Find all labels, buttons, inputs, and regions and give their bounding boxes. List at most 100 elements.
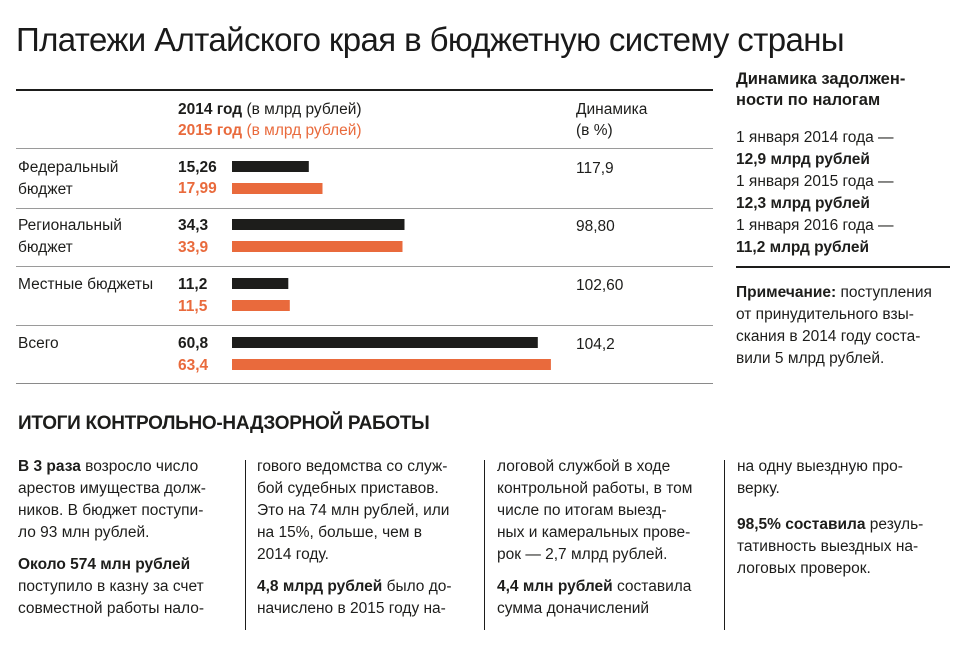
para-line: возросло число — [80, 458, 199, 475]
note-line: от принудительного взы- — [736, 306, 914, 323]
para-line: бой судебных приставов. — [257, 480, 439, 497]
debt-list: 1 января 2014 года — 12,9 млрд рублей 1 … — [736, 127, 951, 259]
sidebar-title-line: Динамика задолжен- — [736, 70, 906, 88]
results-paragraph: 98,5% составила резуль- тативность выезд… — [737, 514, 952, 580]
value-label-2015-local: 11,5 — [178, 298, 208, 315]
para-line: поступило в казну за счет — [18, 578, 204, 595]
para-line: верку. — [737, 480, 780, 497]
sidebar-note: Примечание: поступления от принудительно… — [736, 282, 951, 370]
results-paragraph: В 3 раза возросло число арестов имуществ… — [18, 456, 240, 544]
page-title: Платежи Алтайского края в бюджетную сист… — [16, 21, 845, 58]
legend-2014-year: 2014 год — [178, 101, 243, 118]
dynamics-header-line-2: (в %) — [576, 122, 613, 139]
row-label-federal: Федеральный бюджет — [18, 157, 178, 201]
value-label-2015-total: 63,4 — [178, 357, 209, 374]
debt-date: 1 января 2015 года — — [736, 173, 894, 190]
row-label-total: Всего — [18, 333, 178, 355]
para-line: тативность выездных на- — [737, 538, 919, 555]
results-paragraph: Около 574 млн рублей поступило в казну з… — [18, 554, 240, 620]
note-label: Примечание: — [736, 284, 837, 301]
note-line: вили 5 млрд рублей. — [736, 350, 885, 367]
para-bold: 4,8 млрд рублей — [257, 578, 383, 595]
value-label-2014-regional: 34,3 — [178, 217, 209, 234]
results-column-3: логовой службой в ходе контрольной работ… — [497, 456, 719, 630]
row-label-line: бюджет — [18, 239, 73, 256]
results-title: ИТОГИ КОНТРОЛЬНО-НАДЗОРНОЙ РАБОТЫ — [18, 413, 430, 434]
results-column-2: гового ведомства со служ- бой судебных п… — [257, 456, 479, 630]
row-label-line: Всего — [18, 335, 59, 352]
para-line: на 15%, больше, чем в — [257, 524, 422, 541]
results-paragraph: на одну выездную про- верку. — [737, 456, 952, 500]
para-line: составила — [612, 578, 692, 595]
bar-2014-total — [232, 337, 538, 348]
para-line: было до- — [382, 578, 452, 595]
column-divider — [484, 460, 485, 630]
dynamics-regional: 98,80 — [576, 218, 615, 235]
sidebar-rule — [736, 266, 950, 268]
para-line: гового ведомства со служ- — [257, 458, 448, 475]
para-line: совместной работы нало- — [18, 600, 204, 617]
bar-2014-federal — [232, 161, 309, 172]
bar-2015-total — [232, 359, 551, 370]
para-bold: 98,5% составила — [737, 516, 866, 533]
bar-2015-federal — [232, 183, 323, 194]
bar-2015-local — [232, 300, 290, 311]
value-label-2014-local: 11,2 — [178, 276, 208, 293]
para-line: Это на 74 млн рублей, или — [257, 502, 450, 519]
note-line: скания в 2014 году соста- — [736, 328, 921, 345]
value-label-2014-total: 60,8 — [178, 335, 209, 352]
results-paragraph: гового ведомства со служ- бой судебных п… — [257, 456, 479, 566]
debt-value: 12,9 млрд рублей — [736, 151, 870, 168]
dynamics-federal: 117,9 — [576, 160, 614, 177]
row-label-line: Федеральный — [18, 159, 119, 176]
para-line: логовой службой в ходе — [497, 458, 671, 475]
para-line: на одну выездную про- — [737, 458, 903, 475]
para-line: начислено в 2015 году на- — [257, 600, 446, 617]
bar-2014-regional — [232, 219, 405, 230]
legend-2014: 2014 год (в млрд рублей) — [178, 99, 362, 120]
para-line: 2014 году. — [257, 546, 329, 563]
bar-2014-local — [232, 278, 289, 289]
row-separator — [16, 325, 713, 326]
dynamics-total: 104,2 — [576, 336, 615, 353]
para-line: ных и камеральных прове- — [497, 524, 691, 541]
para-line: логовых проверок. — [737, 560, 871, 577]
legend-2014-unit: (в млрд рублей) — [246, 101, 362, 118]
row-label-line: Региональный — [18, 217, 122, 234]
results-paragraph: 4,4 млн рублей составила сумма доначисле… — [497, 576, 719, 620]
para-line: ников. В бюджет поступи- — [18, 502, 204, 519]
value-label-2014-federal: 15,26 — [178, 159, 217, 176]
para-line: рок — 2,7 млрд рублей. — [497, 546, 668, 563]
legend-2015: 2015 год (в млрд рублей) — [178, 120, 362, 141]
debt-value: 11,2 млрд рублей — [736, 239, 870, 256]
legend-2015-unit: (в млрд рублей) — [246, 122, 362, 139]
para-line: сумма доначислений — [497, 600, 650, 617]
results-column-1: В 3 раза возросло число арестов имуществ… — [18, 456, 240, 630]
results-paragraph: логовой службой в ходе контрольной работ… — [497, 456, 719, 566]
sidebar-title-line: ности по налогам — [736, 91, 881, 109]
debt-date: 1 января 2014 года — — [736, 129, 894, 146]
debt-date: 1 января 2016 года — — [736, 217, 894, 234]
dynamics-header-line-1: Динамика — [576, 101, 648, 118]
debt-value: 12,3 млрд рублей — [736, 195, 870, 212]
para-line: арестов имущества долж- — [18, 480, 206, 497]
row-separator — [16, 208, 713, 209]
bar-2015-regional — [232, 241, 403, 252]
row-label-regional: Региональный бюджет — [18, 215, 178, 259]
value-label-2015-federal: 17,99 — [178, 180, 217, 197]
para-line: ло 93 млн рублей. — [18, 524, 150, 541]
results-paragraph: 4,8 млрд рублей было до- начислено в 201… — [257, 576, 479, 620]
dynamics-header: Динамика (в %) — [576, 99, 647, 141]
chart-bottom-rule — [16, 383, 713, 384]
chart-top-rule — [16, 89, 713, 91]
row-separator — [16, 148, 713, 149]
para-line: резуль- — [865, 516, 924, 533]
column-divider — [245, 460, 246, 630]
results-column-4: на одну выездную про- верку. 98,5% соста… — [737, 456, 952, 590]
para-bold: Около 574 млн рублей — [18, 556, 191, 573]
value-label-2015-regional: 33,9 — [178, 239, 209, 256]
row-separator — [16, 266, 713, 267]
dynamics-local: 102,60 — [576, 277, 624, 294]
row-label-line: Местные бюджеты — [18, 276, 154, 293]
